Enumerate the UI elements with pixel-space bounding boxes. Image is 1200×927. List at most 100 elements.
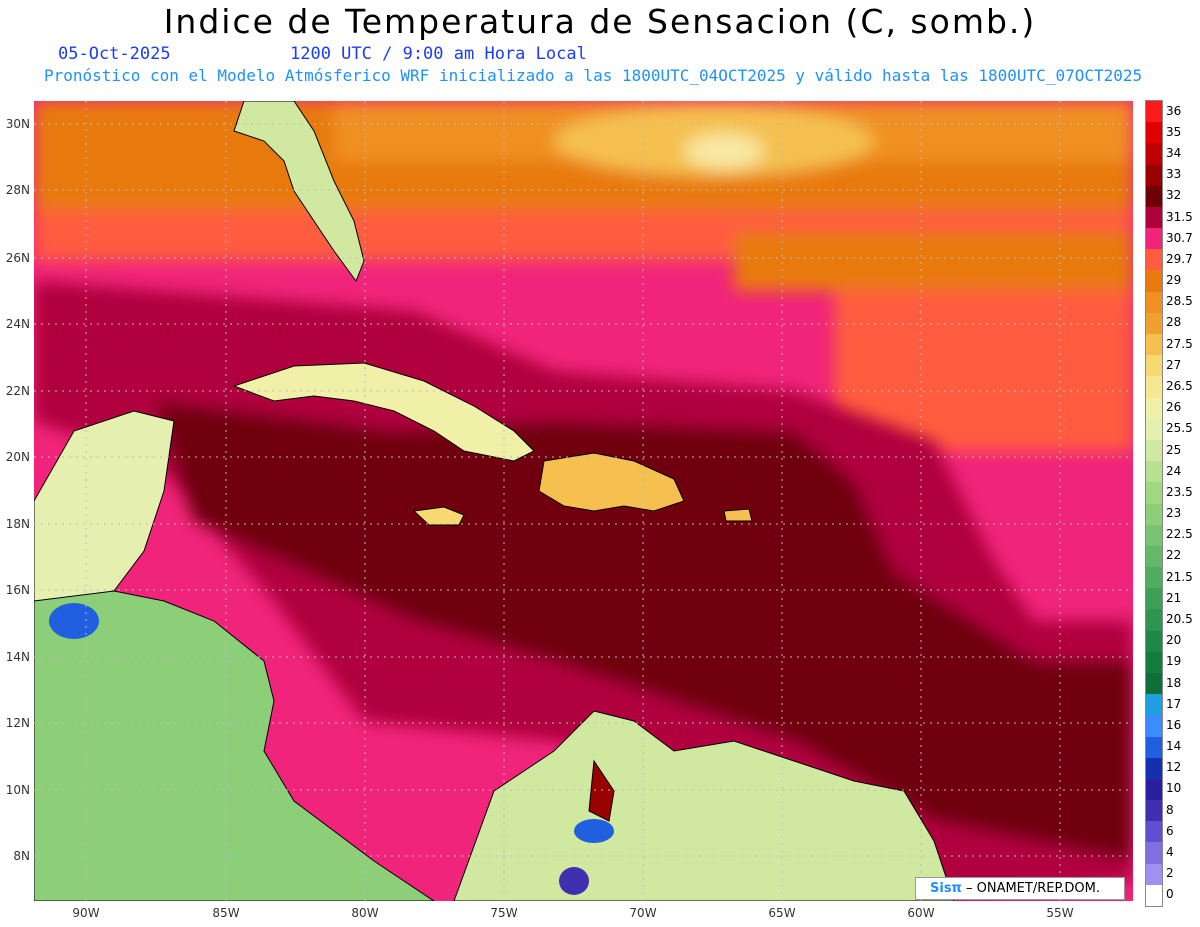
- colorbar-swatch: [1146, 757, 1162, 780]
- lat-label-16n: 16N: [5, 583, 30, 597]
- colorbar-label: 29: [1166, 273, 1182, 288]
- lon-label-70w: 70W: [629, 906, 657, 920]
- colorbar-swatch: [1146, 524, 1162, 547]
- colorbar-swatch: [1146, 651, 1162, 674]
- lon-label-80w: 80W: [351, 906, 379, 920]
- colorbar-label: 28.5: [1166, 294, 1193, 309]
- colorbar-label: 25: [1166, 442, 1182, 457]
- colorbar-swatch: [1146, 376, 1162, 399]
- colorbar-label: 12: [1166, 760, 1182, 775]
- colorbar-swatch: [1146, 439, 1162, 462]
- colorbar-swatch: [1146, 164, 1162, 187]
- colorbar-swatch: [1146, 482, 1162, 504]
- colorbar-swatch: [1146, 418, 1162, 441]
- lat-label-18n: 18N: [5, 517, 30, 531]
- colorbar-swatch: [1146, 800, 1162, 822]
- lat-label-26n: 26N: [5, 251, 30, 265]
- colorbar-swatch: [1146, 397, 1162, 420]
- colorbar-swatch: [1146, 842, 1162, 865]
- colorbar-label: 28: [1166, 315, 1182, 330]
- colorbar-swatch: [1146, 630, 1162, 653]
- colorbar-swatch: [1146, 736, 1162, 759]
- colorbar-label: 36: [1166, 103, 1182, 118]
- lat-label-14n: 14N: [5, 650, 30, 664]
- colorbar-label: 22.5: [1166, 527, 1193, 542]
- colorbar-label: 21.5: [1166, 569, 1193, 584]
- lat-label-28n: 28N: [5, 183, 30, 197]
- brand-logo: Sisπ: [930, 881, 962, 896]
- map-title: Indice de Temperatura de Sensacion (C, s…: [163, 2, 1037, 41]
- graticule: [34, 101, 1133, 901]
- jamaica: [412, 506, 465, 526]
- colorbar-swatch: [1146, 778, 1162, 801]
- colorbar-label: 26: [1166, 400, 1182, 415]
- lat-label-30n: 30N: [5, 117, 30, 131]
- colorbar-swatch: [1146, 291, 1162, 314]
- colorbar-label: 6: [1166, 823, 1174, 838]
- colorbar-swatch: [1146, 863, 1162, 886]
- colorbar-label: 10: [1166, 781, 1182, 796]
- colorbar-swatch: [1146, 588, 1162, 610]
- colorbar-label: 23: [1166, 506, 1182, 521]
- northern-warm-band: [34, 101, 1133, 451]
- colorbar-label: 35: [1166, 124, 1182, 139]
- central-america: [34, 590, 435, 901]
- colorbar-label: 21: [1166, 590, 1182, 605]
- south-america: [453, 710, 955, 901]
- colorbar-label: 19: [1166, 654, 1182, 669]
- colorbar-swatch: [1146, 270, 1162, 293]
- colorbar-swatch: [1146, 101, 1162, 123]
- colorbar-swatch: [1146, 503, 1162, 526]
- colorbar-label: 34: [1166, 145, 1182, 160]
- lat-label-20n: 20N: [5, 450, 30, 464]
- colorbar-label: 8: [1166, 802, 1174, 817]
- colorbar-swatch: [1146, 715, 1162, 737]
- puerto-rico: [723, 508, 753, 522]
- colorbar-swatch: [1146, 206, 1162, 229]
- lat-label-12n: 12N: [5, 716, 30, 730]
- andes-cool-spot: [574, 819, 614, 843]
- colorbar-label: 20.5: [1166, 612, 1193, 626]
- colorbar-label: 16: [1166, 717, 1182, 732]
- colorbar-swatch: [1146, 143, 1162, 166]
- colorbar-label: 31.5: [1166, 209, 1193, 224]
- lat-label-24n: 24N: [5, 317, 30, 331]
- credit-text: – ONAMET/REP.DOM.: [965, 881, 1101, 896]
- credit-box: Sisπ – ONAMET/REP.DOM.: [915, 877, 1125, 900]
- colorbar-label: 24: [1166, 463, 1182, 478]
- heat-index-map: [34, 101, 1133, 901]
- colorbar-swatch: [1146, 185, 1162, 208]
- colorbar-label: 4: [1166, 845, 1174, 860]
- colorbar-swatch: [1146, 694, 1162, 716]
- hot-core-region: [34, 281, 1133, 901]
- colorbar-label: 2: [1166, 866, 1174, 881]
- colorbar-label: 29.7: [1166, 251, 1193, 266]
- forecast-description: Pronóstico con el Modelo Atmósferico WRF…: [44, 66, 1143, 85]
- andes-cool-spot-2: [559, 867, 589, 895]
- colorbar-swatch: [1146, 334, 1162, 356]
- colorbar-swatch: [1146, 228, 1162, 250]
- colorbar-swatch: [1146, 461, 1162, 483]
- cuba: [232, 362, 535, 462]
- colorbar-label: 14: [1166, 739, 1182, 754]
- colorbar-label: 23.5: [1166, 484, 1193, 499]
- colorbar-label: 27: [1166, 357, 1182, 372]
- lon-label-60w: 60W: [907, 906, 935, 920]
- colorbar-swatch: [1146, 609, 1162, 632]
- colorbar-swatch: [1146, 355, 1162, 377]
- colorbar-label: 26.5: [1166, 378, 1193, 393]
- lon-label-65w: 65W: [768, 906, 796, 920]
- colorbar-label: 25.5: [1166, 421, 1193, 436]
- colorbar-label: 20: [1166, 633, 1182, 648]
- forecast-date: 05-Oct-2025: [58, 44, 171, 64]
- lon-label-90w: 90W: [72, 906, 100, 920]
- lat-label-8n: 8N: [13, 849, 30, 863]
- colorbar-label: 22: [1166, 548, 1182, 563]
- colorbar-label: 17: [1166, 696, 1182, 711]
- colorbar-label: 0: [1166, 887, 1174, 902]
- colorbar-swatch: [1146, 249, 1162, 271]
- lon-label-55w: 55W: [1046, 906, 1074, 920]
- colorbar-swatch: [1146, 672, 1162, 695]
- forecast-time: 1200 UTC / 9:00 am Hora Local: [290, 44, 587, 64]
- colorbar-label: 33: [1166, 167, 1182, 182]
